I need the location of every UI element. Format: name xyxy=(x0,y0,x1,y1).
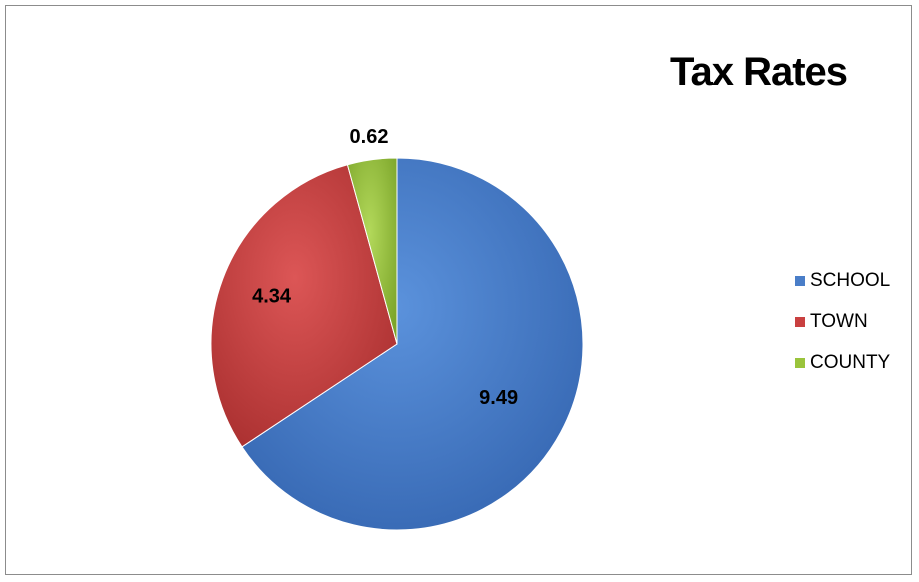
pie-slice-town xyxy=(210,164,398,448)
legend-item-county: COUNTY xyxy=(795,351,890,375)
legend-swatch-town xyxy=(795,317,805,327)
chart-title: Tax Rates xyxy=(670,50,848,94)
data-label-town: 4.34 xyxy=(252,285,292,307)
legend-item-town: TOWN xyxy=(795,310,890,334)
data-label-school: 9.49 xyxy=(479,387,518,409)
pie-slice-school xyxy=(241,157,584,531)
chart-legend: SCHOOL TOWN COUNTY xyxy=(795,269,890,392)
legend-swatch-county xyxy=(795,358,805,368)
pie-slice-county xyxy=(346,157,398,345)
legend-item-school: SCHOOL xyxy=(795,269,890,293)
legend-label-town: TOWN xyxy=(810,311,868,332)
legend-swatch-school xyxy=(795,276,805,286)
legend-label-school: SCHOOL xyxy=(810,270,891,291)
data-label-county: 0.62 xyxy=(350,126,389,148)
legend-label-county: COUNTY xyxy=(810,352,891,373)
